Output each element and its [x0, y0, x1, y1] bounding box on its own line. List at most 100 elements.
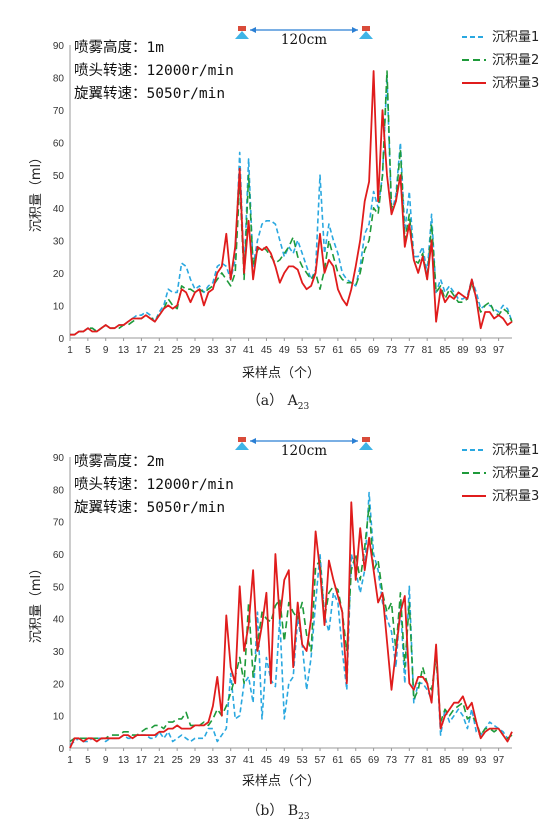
y-tick-label: 10 — [53, 301, 65, 312]
y-tick-label: 50 — [53, 582, 65, 593]
info-text-1: 喷雾高度：2m — [74, 453, 164, 470]
x-tick-label: 93 — [475, 755, 487, 766]
legend-label-1: 沉积量1 — [492, 443, 539, 458]
distance-label: 120cm — [281, 443, 327, 459]
x-tick-label: 33 — [207, 345, 219, 356]
info-text-1: 喷雾高度：1m — [74, 39, 164, 56]
y-tick-label: 0 — [58, 744, 64, 755]
nozzle-icon-1 — [235, 437, 249, 450]
x-tick-label: 65 — [350, 755, 362, 766]
spray-cone — [235, 442, 249, 450]
spray-cone — [235, 31, 249, 39]
y-tick-label: 80 — [53, 485, 65, 496]
arrow-head-right — [352, 438, 358, 444]
x-tick-label: 89 — [457, 755, 469, 766]
legend-label-1: 沉积量1 — [492, 30, 539, 45]
x-tick-label: 73 — [386, 345, 398, 356]
nozzle-icon-2 — [359, 26, 373, 39]
x-tick-label: 65 — [350, 345, 362, 356]
x-tick-label: 69 — [368, 345, 380, 356]
info-text-3: 旋翼转速：5050r/min — [74, 499, 225, 516]
legend-label-3: 沉积量3 — [492, 489, 539, 504]
legend-label-2: 沉积量2 — [492, 53, 539, 68]
y-tick-label: 80 — [53, 74, 65, 85]
x-tick-label: 53 — [297, 345, 309, 356]
y-tick-label: 90 — [53, 453, 65, 464]
x-tick-label: 57 — [314, 755, 326, 766]
y-axis-label: 沉积量（ml） — [29, 151, 44, 232]
x-tick-label: 25 — [172, 345, 184, 356]
y-tick-label: 20 — [53, 269, 65, 280]
x-tick-label: 33 — [207, 755, 219, 766]
y-tick-label: 10 — [53, 712, 65, 723]
figure-caption: （b） B23 — [246, 803, 309, 822]
spray-cone — [359, 31, 373, 39]
x-tick-label: 77 — [404, 755, 416, 766]
x-tick-label: 41 — [243, 755, 255, 766]
x-tick-label: 25 — [172, 755, 184, 766]
series-line-1 — [70, 76, 513, 336]
x-tick-label: 41 — [243, 345, 255, 356]
y-tick-label: 50 — [53, 171, 65, 182]
y-tick-label: 60 — [53, 139, 65, 150]
x-tick-label: 77 — [404, 345, 416, 356]
legend-label-2: 沉积量2 — [492, 466, 539, 481]
x-tick-label: 29 — [189, 755, 201, 766]
x-tick-label: 85 — [439, 345, 451, 356]
distance-label: 120cm — [281, 32, 327, 48]
x-tick-label: 53 — [297, 755, 309, 766]
nozzle-head — [238, 437, 246, 442]
caption-subscript: 23 — [298, 812, 310, 822]
x-tick-label: 69 — [368, 755, 380, 766]
y-tick-label: 30 — [53, 236, 65, 247]
nozzle-icon-2 — [359, 437, 373, 450]
x-tick-label: 5 — [85, 755, 91, 766]
x-axis-label: 采样点（个） — [242, 774, 320, 789]
legend-label-3: 沉积量3 — [492, 76, 539, 91]
info-text-2: 喷头转速：12000r/min — [74, 62, 234, 79]
x-tick-label: 81 — [422, 755, 434, 766]
x-tick-label: 5 — [85, 345, 91, 356]
x-tick-label: 45 — [261, 755, 273, 766]
series-line-2 — [70, 70, 513, 336]
x-tick-label: 17 — [136, 345, 148, 356]
x-tick-label: 37 — [225, 755, 237, 766]
figure-caption: （a） A23 — [247, 393, 310, 412]
x-tick-label: 81 — [422, 345, 434, 356]
y-tick-label: 40 — [53, 615, 65, 626]
nozzle-head — [362, 437, 370, 442]
arrow-head-right — [352, 27, 358, 33]
y-tick-label: 20 — [53, 679, 65, 690]
series-line-3 — [69, 501, 513, 749]
y-tick-label: 70 — [53, 518, 65, 529]
series-line-3 — [70, 70, 513, 336]
y-tick-label: 90 — [53, 41, 65, 52]
x-tick-label: 17 — [136, 755, 148, 766]
y-tick-label: 70 — [53, 106, 65, 117]
x-tick-label: 93 — [475, 345, 487, 356]
x-tick-label: 13 — [118, 345, 130, 356]
arrow-head-left — [250, 27, 256, 33]
nozzle-icon-1 — [235, 26, 249, 39]
x-tick-label: 61 — [332, 345, 344, 356]
x-tick-label: 73 — [386, 755, 398, 766]
nozzle-head — [362, 26, 370, 31]
info-text-2: 喷头转速：12000r/min — [74, 476, 234, 493]
x-tick-label: 13 — [118, 755, 130, 766]
x-tick-label: 1 — [67, 345, 73, 356]
caption-main: （a） A — [247, 393, 299, 409]
y-tick-label: 0 — [58, 334, 64, 345]
x-tick-label: 45 — [261, 345, 273, 356]
x-tick-label: 61 — [332, 755, 344, 766]
x-tick-label: 37 — [225, 345, 237, 356]
x-tick-label: 49 — [279, 755, 291, 766]
chart-a: 0 10 20 30 40 50 60 70 80 90 1 5 9 13 17 21 25 29 33 37 41 45… — [29, 26, 539, 412]
x-tick-label: 1 — [67, 755, 73, 766]
x-tick-label: 97 — [493, 755, 505, 766]
y-axis-label: 沉积量（ml） — [29, 562, 44, 643]
x-tick-label: 9 — [103, 755, 109, 766]
info-text-3: 旋翼转速：5050r/min — [74, 85, 225, 102]
caption-subscript: 23 — [298, 402, 310, 412]
x-tick-label: 9 — [103, 345, 109, 356]
